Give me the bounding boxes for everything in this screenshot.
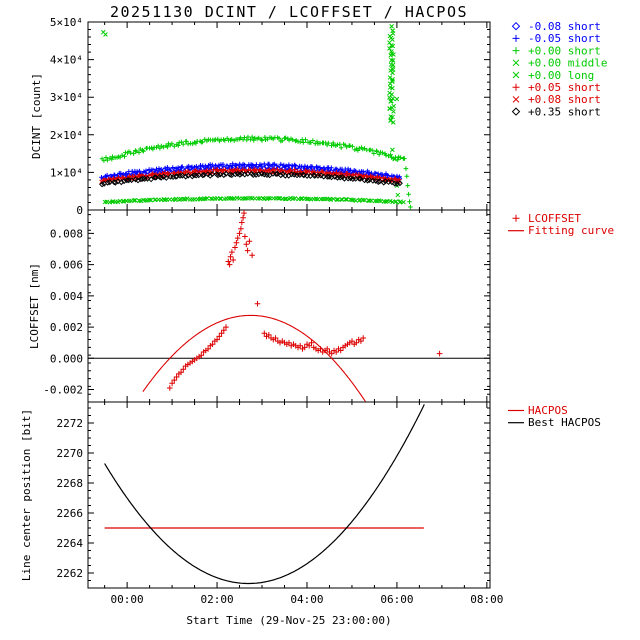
- lcoffset-points: [167, 210, 443, 391]
- legend-label: Fitting curve: [528, 224, 614, 237]
- y-tick-label: 3×10⁴: [50, 91, 83, 104]
- panel-lcoffset: -0.002 0.000 0.002 0.004 0.006 0.008 LCOFFSETF…: [43, 209, 614, 403]
- series-+0.00-middle: [100, 23, 401, 198]
- y-tick-label: 0.002: [50, 321, 83, 334]
- x-axis-label: Start Time (29-Nov-25 23:00:00): [186, 614, 391, 627]
- y-tick-label: 1×10⁴: [50, 166, 83, 179]
- y-axis-label-linecenter: Line center position [bit]: [20, 409, 33, 581]
- panel-hacpos: 2262 2264 2266 2268 2270 2272 00:00 02:00 04:00 0…: [57, 401, 601, 606]
- legend-label: HACPOS: [528, 404, 568, 417]
- x-tick-label: 08:00: [470, 593, 503, 606]
- y-axis-label-lcoffset: LCOFFSET [nm]: [28, 263, 41, 349]
- y-tick-label: 5×10⁴: [50, 16, 83, 29]
- legend-label: +0.00 long: [528, 69, 594, 82]
- x-tick-label: 04:00: [290, 593, 323, 606]
- y-tick-label: 2×10⁴: [50, 129, 83, 142]
- y-tick-label: 0.000: [50, 352, 83, 365]
- best-hacpos-curve: [104, 404, 425, 585]
- x-tick-label: 02:00: [200, 593, 233, 606]
- fitting-curve: [142, 314, 366, 402]
- series-+0.35-short: [99, 170, 403, 188]
- y-tick-label: 2268: [57, 477, 84, 490]
- y-tick-label: 0.008: [50, 227, 83, 240]
- chart-title: 20251130 DCINT / LCOFFSET / HACPOS: [110, 3, 468, 21]
- x-tick-label: 06:00: [380, 593, 413, 606]
- legend-dcint: -0.08 short-0.05 short+0.00 short+0.00 m…: [511, 20, 607, 118]
- y-tick-label: 2262: [57, 567, 84, 580]
- y-tick-label: 2272: [57, 417, 84, 430]
- legend-label: +0.08 short: [528, 93, 601, 106]
- legend-label: -0.08 short: [528, 20, 601, 33]
- legend-label: -0.05 short: [528, 32, 601, 45]
- y-tick-label: 2266: [57, 507, 84, 520]
- y-tick-label: 2270: [57, 447, 84, 460]
- y-tick-label: 0: [76, 204, 83, 217]
- series--0.05-short: [99, 161, 402, 180]
- panel-dcint: 0 1×10⁴ 2×10⁴ 3×10⁴ 4×10⁴ 5×10⁴ -0.08 short-0.…: [50, 16, 608, 217]
- legend-label: +0.00 middle: [528, 57, 607, 70]
- series-+0.00-long: [102, 195, 406, 205]
- y-tick-label: 4×10⁴: [50, 54, 83, 67]
- series-+0.00-short: [99, 134, 413, 210]
- legend-label: +0.35 short: [528, 105, 601, 118]
- x-tick-label: 00:00: [111, 593, 144, 606]
- legend-label: LCOFFSET: [528, 212, 581, 225]
- legend-label: Best HACPOS: [528, 416, 601, 429]
- y-axis-label-dcint: DCINT [count]: [30, 73, 43, 159]
- y-tick-label: 2264: [57, 537, 84, 550]
- y-tick-label: 0.006: [50, 259, 83, 272]
- y-tick-label: 0.004: [50, 290, 83, 303]
- legend-label: +0.05 short: [528, 81, 601, 94]
- legend-label: +0.00 short: [528, 44, 601, 57]
- y-tick-label: -0.002: [43, 384, 83, 397]
